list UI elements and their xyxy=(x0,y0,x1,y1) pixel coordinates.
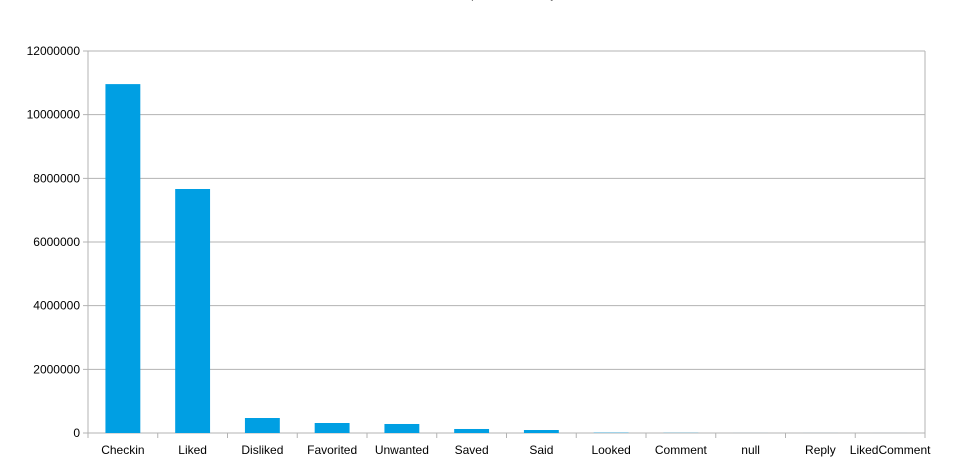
x-tick-label: Favorited xyxy=(307,443,357,457)
x-tick-label: Checkin xyxy=(101,443,144,457)
y-tick-label: 10000000 xyxy=(27,108,81,122)
bar xyxy=(105,84,141,434)
x-tick-label: Looked xyxy=(591,443,630,457)
bar xyxy=(384,423,420,433)
y-tick-label: 12000000 xyxy=(27,44,81,58)
x-tick-label: Said xyxy=(529,443,553,457)
bar xyxy=(314,423,350,433)
y-tick-label: 8000000 xyxy=(33,171,80,185)
y-tick-label: 2000000 xyxy=(33,362,80,376)
x-tick-label: Unwanted xyxy=(375,443,429,457)
y-tick-label: 6000000 xyxy=(33,235,80,249)
x-tick-label: Saved xyxy=(455,443,489,457)
x-tick-label: LikedComment xyxy=(850,443,931,457)
x-tick-label: Reply xyxy=(805,443,836,457)
x-tick-label: null xyxy=(741,443,760,457)
bar xyxy=(244,418,280,433)
y-tick-label: 0 xyxy=(73,426,80,440)
bar xyxy=(175,188,211,433)
x-tick-label: Disliked xyxy=(241,443,283,457)
bar xyxy=(523,430,559,433)
x-tick-label: Comment xyxy=(655,443,708,457)
bar xyxy=(454,428,490,433)
y-tick-label: 4000000 xyxy=(33,299,80,313)
x-tick-label: Liked xyxy=(178,443,207,457)
chart-title: Popularność akcji xyxy=(455,0,557,1)
